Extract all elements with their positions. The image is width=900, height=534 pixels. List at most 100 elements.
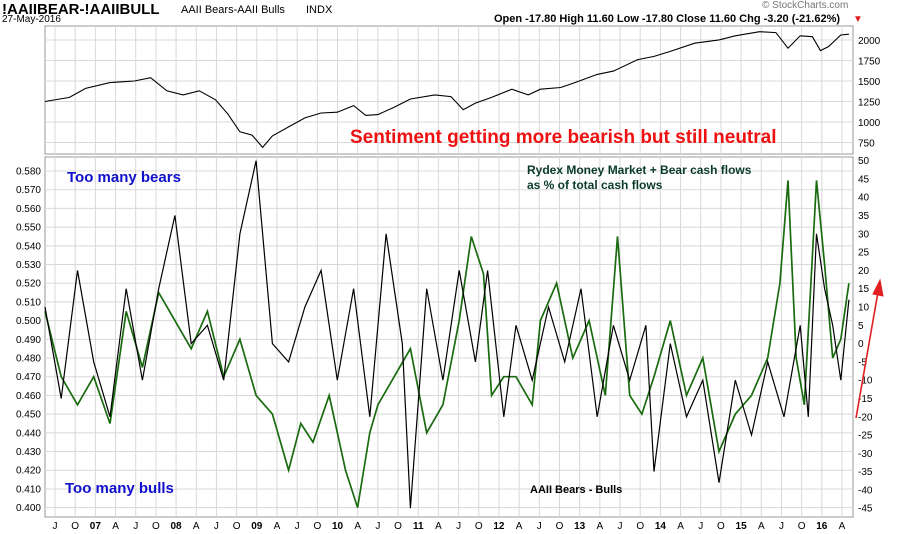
right-y-tick-label: -35 [858, 467, 873, 478]
x-tick-label: O [556, 521, 564, 532]
left-y-tick-label: 0.500 [16, 316, 41, 327]
right-y-tick-label: -30 [858, 449, 873, 460]
right-y-tick-label: 5 [858, 321, 864, 332]
x-tick-label: J [133, 521, 138, 532]
left-y-tick-label: 0.410 [16, 484, 41, 495]
upper-y-tick-label: 1500 [858, 77, 881, 88]
x-tick-label: A [193, 521, 200, 532]
left-y-tick-label: 0.480 [16, 354, 41, 365]
too-many-bears-label: Too many bears [67, 169, 181, 186]
aaii-legend: AAII Bears - Bulls [530, 484, 623, 496]
x-tick-label: 11 [413, 521, 424, 532]
x-tick-label: J [375, 521, 380, 532]
watermark: © StockCharts.com [762, 0, 849, 11]
header-date: 27-May-2016 [2, 14, 61, 25]
header-symbol: !AAIIBEAR-!AAIIBULL [2, 1, 160, 18]
x-tick-label: O [152, 521, 160, 532]
x-tick-label: J [456, 521, 461, 532]
right-y-tick-label: -45 [858, 504, 873, 515]
left-y-tick-label: 0.580 [16, 167, 41, 178]
left-y-tick-label: 0.460 [16, 391, 41, 402]
x-tick-label: J [779, 521, 784, 532]
aaii-series-line [44, 160, 850, 509]
too-many-bulls-label: Too many bulls [65, 480, 174, 497]
upper-y-tick-label: 750 [858, 139, 875, 150]
left-y-tick-label: 0.550 [16, 223, 41, 234]
left-y-tick-label: 0.540 [16, 241, 41, 252]
x-tick-label: 13 [574, 521, 586, 532]
right-y-tick-label: -20 [858, 412, 873, 423]
left-y-tick-label: 0.430 [16, 447, 41, 458]
header-description: AAII Bears-AAII Bulls [181, 4, 285, 16]
x-tick-label: J [618, 521, 623, 532]
right-y-tick-label: 15 [858, 284, 870, 295]
x-tick-label: A [354, 521, 361, 532]
x-tick-label: 10 [332, 521, 344, 532]
upper-y-tick-label: 2000 [858, 36, 881, 47]
headline-annotation: Sentiment getting more bearish but still… [350, 127, 777, 148]
x-tick-label: J [214, 521, 219, 532]
right-y-tick-label: 45 [858, 174, 870, 185]
x-tick-label: A [677, 521, 684, 532]
right-y-tick-label: -40 [858, 485, 873, 496]
left-y-tick-label: 0.510 [16, 297, 41, 308]
x-tick-label: 07 [90, 521, 102, 532]
x-tick-label: O [798, 521, 806, 532]
x-tick-label: 16 [816, 521, 828, 532]
x-tick-label: A [112, 521, 119, 532]
left-y-tick-label: 0.450 [16, 410, 41, 421]
rydex-legend-line1: Rydex Money Market + Bear cash flows [527, 163, 752, 177]
upper-y-tick-label: 1750 [858, 56, 881, 67]
right-y-tick-label: -15 [858, 394, 873, 405]
red-arrow-head [872, 278, 884, 297]
left-y-tick-label: 0.400 [16, 503, 41, 514]
x-tick-label: 12 [493, 521, 505, 532]
x-tick-label: J [53, 521, 58, 532]
right-y-tick-label: -25 [858, 431, 873, 442]
x-tick-label: 14 [655, 521, 667, 532]
x-tick-label: A [758, 521, 765, 532]
x-tick-label: J [698, 521, 703, 532]
x-tick-label: O [717, 521, 725, 532]
x-tick-label: O [233, 521, 241, 532]
right-y-tick-label: 20 [858, 266, 870, 277]
x-tick-label: A [516, 521, 523, 532]
right-y-tick-label: 50 [858, 156, 870, 167]
x-tick-label: J [537, 521, 542, 532]
left-y-tick-label: 0.490 [16, 335, 41, 346]
x-tick-label: A [597, 521, 604, 532]
upper-panel-frame [44, 25, 854, 155]
right-y-tick-label: 0 [858, 339, 864, 350]
x-tick-label: O [394, 521, 402, 532]
x-tick-label: A [274, 521, 281, 532]
x-tick-label: 09 [251, 521, 263, 532]
x-tick-label: O [636, 521, 644, 532]
right-y-tick-label: -10 [858, 376, 873, 387]
x-tick-label: 15 [736, 521, 748, 532]
right-y-tick-label: 10 [858, 303, 870, 314]
right-y-tick-label: 30 [858, 229, 870, 240]
x-tick-label: O [313, 521, 321, 532]
right-y-tick-label: 35 [858, 211, 870, 222]
left-y-tick-label: 0.520 [16, 279, 41, 290]
header-exchange: INDX [306, 4, 333, 16]
right-y-tick-label: 40 [858, 193, 870, 204]
x-tick-label: J [295, 521, 300, 532]
left-y-tick-label: 0.560 [16, 204, 41, 215]
red-arrow-shaft [855, 291, 879, 419]
x-tick-label: A [839, 521, 846, 532]
header-ohlc: Open -17.80 High 11.60 Low -17.80 Close … [494, 13, 841, 25]
left-y-tick-label: 0.470 [16, 372, 41, 383]
left-y-tick-label: 0.530 [16, 260, 41, 271]
left-y-tick-label: 0.420 [16, 466, 41, 477]
x-tick-label: O [475, 521, 483, 532]
left-y-tick-label: 0.570 [16, 185, 41, 196]
header-down-arrow: ▼ [853, 14, 863, 25]
upper-series-line [44, 31, 849, 149]
upper-y-tick-label: 1000 [858, 118, 881, 129]
rydex-series-line [44, 180, 850, 508]
upper-y-tick-label: 1250 [858, 97, 881, 108]
rydex-legend-line2: as % of total cash flows [527, 178, 663, 192]
